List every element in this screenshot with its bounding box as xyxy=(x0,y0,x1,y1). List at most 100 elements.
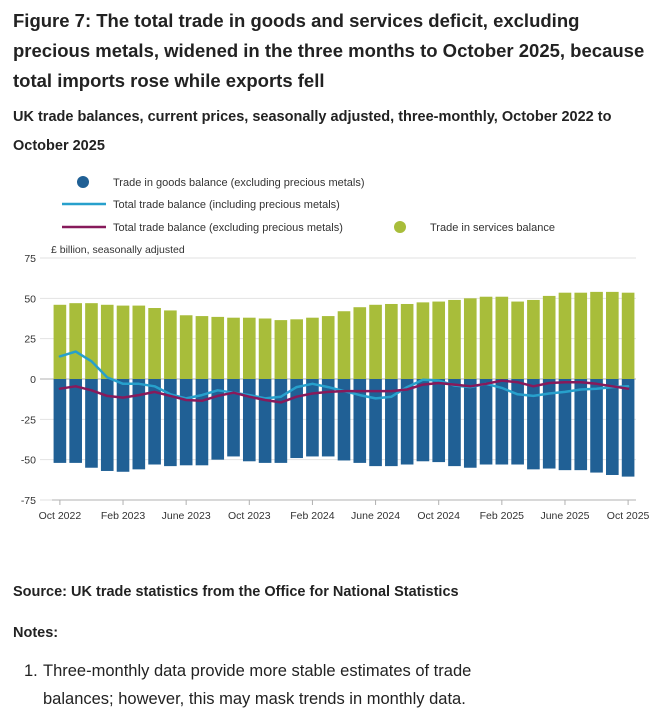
bar xyxy=(164,379,177,467)
bar xyxy=(400,303,414,379)
bar xyxy=(179,379,193,466)
bar xyxy=(148,308,161,379)
bar xyxy=(227,317,240,379)
bar xyxy=(85,303,98,379)
x-tick-label: Feb 2023 xyxy=(101,510,146,522)
bar xyxy=(369,379,382,467)
bar xyxy=(211,316,225,379)
bar xyxy=(542,295,556,379)
bar xyxy=(574,379,588,471)
bar xyxy=(53,379,67,463)
bar xyxy=(353,307,367,379)
y-tick-label: -75 xyxy=(21,495,36,507)
note-number: 1. xyxy=(24,662,38,680)
bar xyxy=(85,379,98,468)
figure-subtitle: UK trade balances, current prices, seaso… xyxy=(13,109,612,154)
bar xyxy=(132,379,146,470)
bar xyxy=(274,320,288,379)
bars xyxy=(53,291,635,477)
bar xyxy=(511,379,524,465)
bar xyxy=(432,301,446,379)
bar xyxy=(416,302,430,379)
bar xyxy=(463,379,477,468)
bar xyxy=(621,379,635,477)
bar xyxy=(385,379,398,467)
bar xyxy=(621,292,635,379)
x-axis: Oct 2022 Feb 2023 June 2023 Oct 2023 Feb 202… xyxy=(39,499,650,522)
bar xyxy=(227,379,240,457)
y-tick-label: -25 xyxy=(21,414,36,426)
x-tick-label: Oct 2022 xyxy=(39,510,82,522)
y-axis-label: £ billion, seasonally adjusted xyxy=(51,244,185,256)
bar xyxy=(179,315,193,379)
bar xyxy=(242,379,256,462)
figure-title: Figure 7: The total trade in goods and s… xyxy=(13,10,645,91)
bar xyxy=(542,379,556,469)
bar xyxy=(116,305,130,379)
legend-swatch xyxy=(77,176,89,188)
bar xyxy=(495,379,509,465)
x-tick-label: Oct 2025 xyxy=(607,510,650,522)
x-tick-label: Feb 2024 xyxy=(290,510,335,522)
y-tick-label: 50 xyxy=(24,293,36,305)
bar xyxy=(606,291,619,379)
notes-list: 1. Three-monthly data provide more stabl… xyxy=(24,657,544,713)
bar xyxy=(400,379,414,465)
bar xyxy=(432,379,446,463)
bar xyxy=(369,304,382,379)
bar xyxy=(463,298,477,379)
bar xyxy=(116,379,130,472)
bar xyxy=(132,305,146,379)
x-tick-label: Oct 2023 xyxy=(228,510,271,522)
bar xyxy=(558,292,572,379)
bar xyxy=(242,317,256,379)
bar xyxy=(606,379,619,475)
bar xyxy=(527,299,540,379)
bar xyxy=(258,379,272,463)
bar xyxy=(590,291,603,379)
x-tick-label: June 2023 xyxy=(162,510,211,522)
y-tick-label: -50 xyxy=(21,455,36,467)
legend-label: Trade in goods balance (excluding precio… xyxy=(113,177,365,189)
y-tick-label: 75 xyxy=(24,253,36,265)
x-tick-label: June 2025 xyxy=(540,510,589,522)
note-item: 1. Three-monthly data provide more stabl… xyxy=(24,657,544,713)
note-text: Three-monthly data provide more stable e… xyxy=(43,662,472,708)
legend-label: Total trade balance (including precious … xyxy=(113,199,340,211)
bar xyxy=(164,310,177,379)
bar xyxy=(69,379,82,463)
bar xyxy=(69,303,82,379)
bar xyxy=(337,311,351,379)
x-tick-label: June 2024 xyxy=(351,510,400,522)
bar xyxy=(100,379,114,471)
bar xyxy=(274,379,288,463)
y-axis-ticks: 75 50 25 0 -25 -50 -75 xyxy=(21,253,36,507)
bar xyxy=(385,303,398,379)
bar xyxy=(590,379,603,473)
bar xyxy=(479,296,493,379)
lines xyxy=(58,350,630,404)
bar xyxy=(337,379,351,461)
bar xyxy=(148,379,161,465)
notes-heading: Notes: xyxy=(13,625,59,641)
bar xyxy=(306,317,319,379)
bar xyxy=(100,304,114,379)
chart-legend: Trade in goods balance (excluding precio… xyxy=(62,176,555,234)
bar xyxy=(53,304,67,379)
bar xyxy=(290,319,303,379)
bar xyxy=(495,296,509,379)
bar xyxy=(527,379,540,470)
bar xyxy=(558,379,572,471)
y-tick-label: 25 xyxy=(24,334,36,346)
bar xyxy=(195,379,209,466)
bar xyxy=(479,379,493,465)
legend-label: Trade in services balance xyxy=(430,222,555,234)
bar xyxy=(321,316,335,379)
bar xyxy=(353,379,367,463)
bar xyxy=(258,318,272,379)
bar xyxy=(195,316,209,379)
bar xyxy=(448,299,461,379)
legend-label: Total trade balance (excluding precious … xyxy=(113,222,343,234)
bar xyxy=(321,379,335,457)
x-tick-label: Oct 2024 xyxy=(417,510,460,522)
